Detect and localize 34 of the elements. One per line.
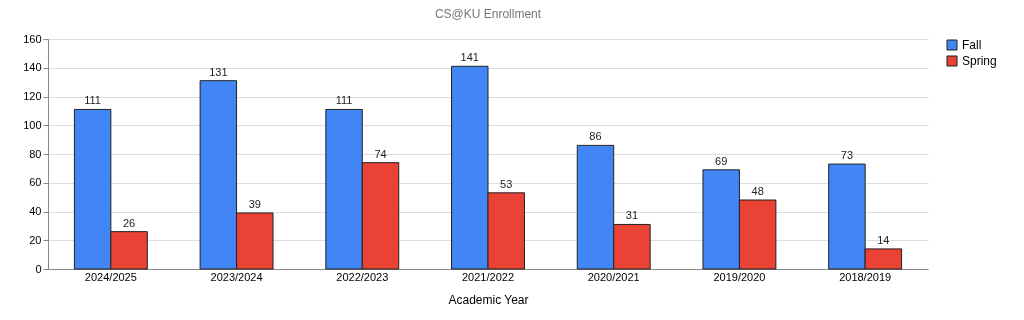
y-tick-label: 80 (29, 147, 42, 160)
data-label: 111 (84, 94, 101, 107)
x-tick-label: 2019/2020 (713, 270, 766, 283)
data-label: 73 (840, 149, 854, 162)
y-tick-label: 20 (29, 233, 42, 246)
data-label: 39 (248, 197, 261, 210)
x-tick-label: 2024/2025 (84, 270, 137, 283)
x-tick-label: 2020/2021 (587, 270, 640, 283)
data-label: 74 (374, 147, 387, 160)
y-tick-label: 40 (29, 205, 42, 217)
y-tick-label: 140 (23, 61, 42, 74)
data-label: 111 (335, 94, 353, 107)
data-label: 48 (751, 185, 764, 197)
x-tick-label: 2022/2023 (336, 270, 389, 283)
y-tick-label: 0 (35, 262, 42, 275)
chart-title: CS@KU Enrollment (434, 7, 542, 21)
x-tick-label: 2023/2024 (210, 270, 263, 283)
legend-label: Fall (962, 38, 982, 52)
data-label: 141 (460, 51, 479, 64)
data-label: 86 (589, 130, 602, 143)
y-tick-label: 100 (23, 118, 42, 131)
y-tick-label: 60 (29, 176, 42, 189)
data-label: 31 (625, 209, 639, 222)
data-label: 69 (715, 154, 728, 167)
x-tick-label: 2018/2019 (839, 270, 892, 283)
data-label: 14 (877, 233, 890, 246)
legend-label: Spring (962, 54, 997, 68)
y-tick-label: 160 (23, 32, 42, 45)
y-tick-label: 120 (23, 90, 42, 102)
data-label: 53 (500, 177, 513, 190)
data-label: 26 (122, 216, 136, 229)
x-tick-label: 2021/2022 (462, 270, 514, 283)
x-axis-title: Academic Year (448, 292, 529, 307)
data-label: 131 (209, 65, 228, 78)
